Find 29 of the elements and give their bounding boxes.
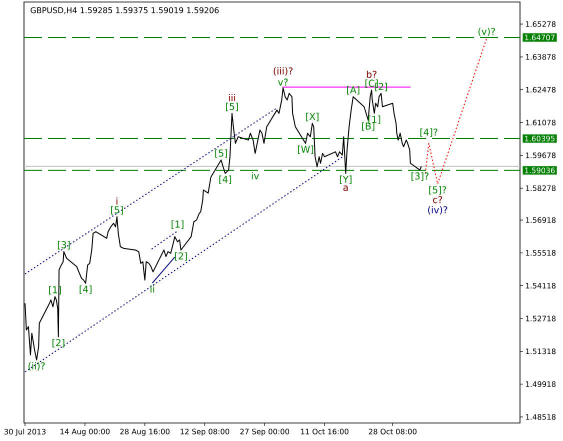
annotation: [4]?	[420, 128, 438, 137]
annotation: (iii)?	[274, 67, 293, 76]
annotation: [W]	[298, 146, 314, 154]
annotation: [4]	[80, 285, 92, 294]
annotation: [5]?	[429, 186, 446, 195]
annotation: i	[116, 197, 118, 205]
annotation: [5]	[226, 102, 238, 112]
annotation: [5]	[111, 206, 123, 215]
annotation: [5]	[215, 149, 227, 158]
annotation: [X]	[306, 112, 318, 122]
annotation: v?	[278, 78, 288, 86]
annotation: c?	[433, 196, 442, 204]
annotation: [Y]	[340, 176, 352, 184]
annotation: [1]	[172, 220, 184, 229]
annotation: b?	[366, 70, 376, 78]
annotation: (ii)?	[28, 362, 45, 371]
annotation: [B]	[362, 122, 374, 131]
annotation: iv	[252, 172, 259, 180]
annotation: (v)?	[478, 28, 495, 36]
annotation: [3]	[58, 241, 70, 250]
annotation: [2]	[175, 252, 187, 261]
annotation: [2]	[52, 338, 64, 348]
annotation: [4]	[219, 176, 232, 184]
annotation: [3]?	[412, 172, 428, 181]
annotation: (iv)?	[428, 206, 448, 215]
annotation: a	[343, 186, 348, 191]
annotation: [A]	[347, 86, 360, 94]
annotation: ii	[150, 285, 154, 292]
annotation: iii	[228, 94, 236, 102]
